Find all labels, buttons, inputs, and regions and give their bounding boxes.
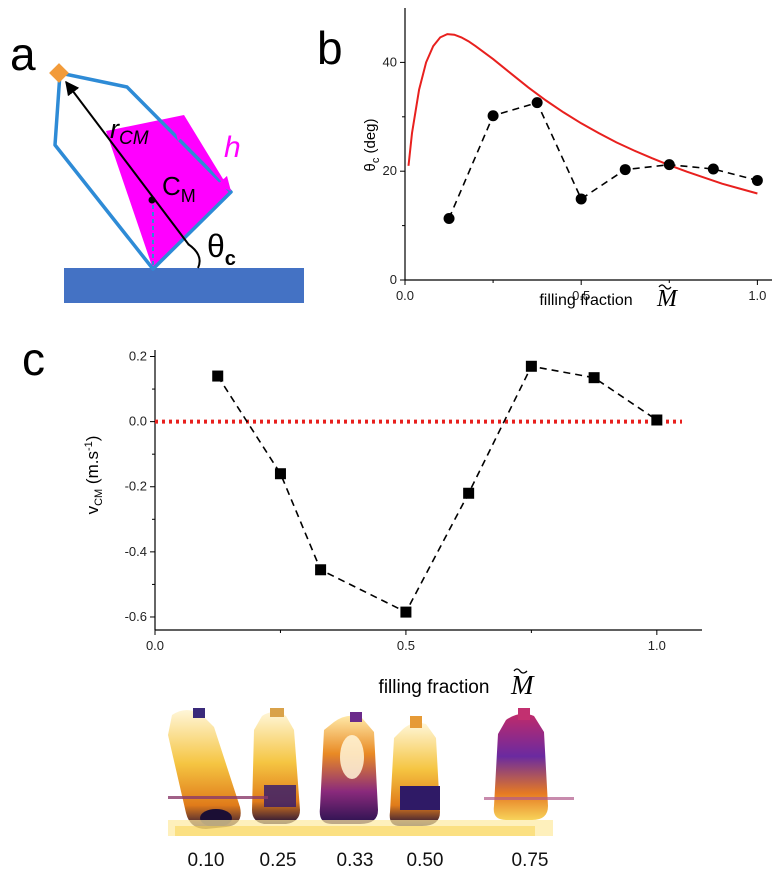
y-tick-label: 0.2: [129, 349, 147, 364]
y-tick-label: -0.4: [125, 544, 147, 559]
surface-slab: [64, 268, 304, 303]
model-curve: [407, 33, 758, 195]
panel-a: a rCM h CM θc: [10, 28, 304, 303]
photo-label: 0.10: [188, 850, 225, 871]
bottle-photo: [389, 716, 440, 826]
data-point: [463, 487, 475, 499]
chart-b-xlabel-symbol: M: [656, 286, 679, 312]
chart-b-plot: 0.0 0.5 1.0 0 20 40: [383, 8, 772, 303]
data-point: [315, 564, 327, 576]
bottle-photo: [252, 708, 300, 824]
y-tick-label: 0.0: [129, 414, 147, 429]
y-tick-label: 20: [383, 163, 397, 178]
chart-c-ylabel: vCM (m.s-1): [83, 436, 105, 515]
bottle-photo: [319, 712, 378, 824]
y-tick-label: 0: [390, 272, 397, 287]
bottle-photo: [168, 708, 241, 829]
data-point: [575, 193, 587, 205]
thermal-photo-strip: 0.10 0.25 0.33 0.50 0.75: [168, 708, 574, 871]
com-point: [148, 196, 156, 204]
tilde-mark: [658, 284, 672, 290]
panel-c: c 0.0 0.5 1.0 0.2 0.0 -0.2 -0.4 -0.6 vCM (m.s-1…: [22, 333, 702, 700]
r-cm-label: rCM: [110, 114, 149, 149]
x-tick-label: 0.0: [146, 638, 164, 653]
panel-b: b 0.0 0.5 1.0 0 20 40 θc (deg) filling fracti…: [317, 8, 772, 312]
theta-arc: [187, 243, 201, 269]
y-tick-label: -0.2: [125, 479, 147, 494]
x-tick-label: 1.0: [648, 638, 666, 653]
data-point: [443, 213, 455, 225]
panel-b-letter: b: [317, 22, 343, 74]
chart-b-ylabel: θc (deg): [362, 118, 382, 171]
data-point: [751, 174, 763, 186]
panel-a-letter: a: [10, 28, 36, 80]
data-point: [663, 159, 675, 171]
chart-c-xlabel: filling fraction: [379, 677, 490, 698]
x-tick-label: 0.5: [397, 638, 415, 653]
y-tick-label: 40: [383, 54, 397, 69]
chart-c-xlabel-symbol: M: [510, 670, 535, 700]
x-tick-label: 0.5: [572, 288, 590, 303]
theta-c-label: θc: [207, 228, 236, 270]
data-point: [487, 110, 499, 122]
photo-label: 0.50: [407, 850, 444, 871]
data-point: [531, 97, 543, 109]
h-arrow: [174, 125, 231, 192]
x-tick-label: 0.0: [396, 288, 414, 303]
photo-floor-reflection: [168, 796, 574, 836]
data-line: [217, 365, 658, 614]
data-point: [400, 606, 412, 618]
photo-label: 0.25: [260, 850, 297, 871]
chart-b-xlabel: filling fraction: [539, 292, 632, 309]
data-point: [651, 414, 663, 426]
data-point: [588, 372, 600, 384]
panel-c-letter: c: [22, 333, 45, 385]
data-point: [274, 468, 286, 480]
h-label: h: [224, 131, 241, 164]
bottle-photo: [493, 708, 548, 820]
cm-label: CM: [162, 171, 196, 206]
data-point: [212, 370, 224, 382]
r-cm-arrow: [65, 80, 190, 246]
data-point: [619, 164, 631, 176]
photo-label: 0.33: [337, 850, 374, 871]
chart-c-plot: 0.0 0.5 1.0 0.2 0.0 -0.2 -0.4 -0.6: [125, 349, 702, 653]
x-tick-label: 1.0: [748, 288, 766, 303]
tilde-mark: [513, 668, 528, 674]
data-line: [448, 101, 758, 219]
data-point: [707, 163, 719, 175]
bottle-cap: [49, 63, 69, 83]
y-tick-label: -0.6: [125, 609, 147, 624]
photo-label: 0.75: [512, 850, 549, 871]
bottle-outline: [53, 71, 233, 271]
data-point: [525, 360, 537, 372]
